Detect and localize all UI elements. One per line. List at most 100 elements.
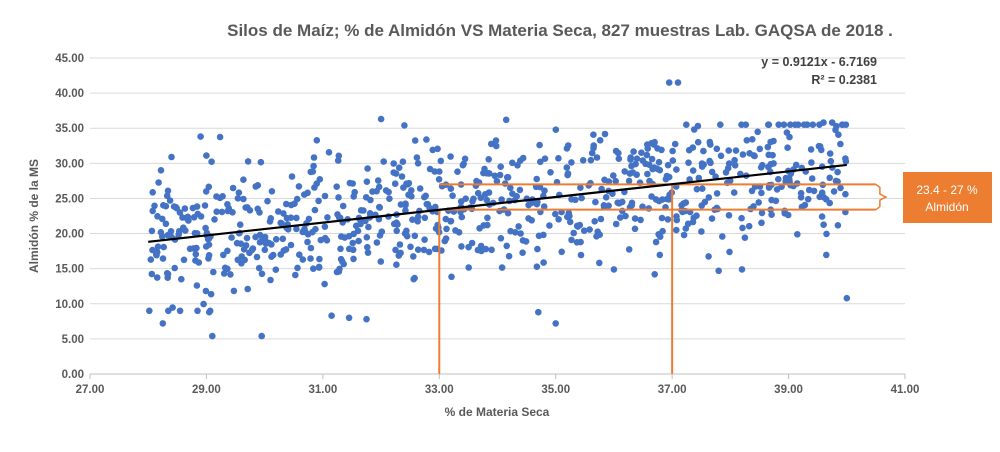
data-point [707, 159, 714, 167]
data-point [396, 241, 404, 248]
data-point [767, 138, 774, 146]
data-point [768, 211, 775, 218]
y-tick-label: 20.00 [55, 229, 84, 241]
data-point [818, 146, 825, 154]
data-point [180, 256, 188, 264]
data-point [203, 152, 210, 159]
data-point [837, 140, 844, 148]
data-point [601, 130, 609, 138]
data-point [598, 185, 605, 193]
data-point [564, 142, 572, 149]
data-point [597, 215, 605, 223]
data-point [579, 157, 587, 164]
data-point [211, 216, 218, 223]
data-point [834, 178, 841, 185]
data-point [801, 201, 809, 209]
data-point [612, 220, 620, 228]
data-point [175, 228, 183, 235]
data-point [487, 140, 495, 148]
data-point [818, 189, 826, 196]
data-point [224, 247, 231, 255]
y-tick-label: 40.00 [55, 88, 84, 100]
data-point [491, 172, 499, 180]
data-point [282, 246, 290, 253]
data-point [534, 245, 541, 253]
data-point [693, 185, 701, 193]
data-point [610, 172, 617, 179]
data-point [808, 159, 815, 166]
data-point [288, 173, 296, 180]
data-point [296, 251, 303, 258]
data-point [699, 185, 706, 192]
data-point [338, 233, 345, 240]
data-point [473, 177, 480, 185]
data-point [739, 151, 747, 158]
data-point [307, 255, 314, 262]
data-point [280, 210, 287, 217]
data-point [243, 234, 251, 242]
y-tick-label: 25.00 [55, 193, 84, 205]
data-point [176, 307, 184, 315]
data-point [321, 223, 329, 230]
data-point [809, 121, 817, 128]
data-point [164, 231, 172, 239]
data-point [563, 164, 571, 171]
data-point [674, 79, 682, 86]
trendline [148, 163, 847, 243]
data-point [695, 174, 703, 182]
data-point [459, 161, 467, 169]
x-tick-label: 39.00 [774, 384, 803, 396]
data-point [682, 225, 690, 232]
data-point [726, 248, 733, 256]
data-point [159, 255, 167, 262]
data-point [363, 234, 371, 241]
data-point [645, 205, 653, 212]
data-point [658, 146, 665, 154]
data-point [461, 155, 469, 163]
data-point [648, 140, 655, 147]
data-point [694, 138, 702, 146]
data-point [325, 149, 333, 156]
data-point [377, 115, 385, 123]
data-point [352, 222, 360, 230]
data-point [255, 264, 263, 272]
data-point [197, 213, 205, 220]
data-point [503, 242, 511, 250]
data-point [741, 234, 749, 241]
data-point [826, 174, 833, 182]
data-point [671, 140, 679, 148]
data-point [393, 261, 400, 269]
data-point [758, 209, 766, 217]
data-point [690, 126, 698, 133]
data-point [268, 253, 275, 260]
data-point [393, 227, 401, 235]
data-point [745, 222, 753, 230]
data-point [313, 137, 321, 144]
data-point [822, 196, 830, 203]
data-point [364, 165, 371, 172]
data-point [267, 276, 274, 284]
data-point [654, 165, 661, 173]
data-point [392, 170, 400, 177]
data-point [202, 287, 210, 295]
data-point [310, 154, 318, 161]
y-tick-label: 5.00 [62, 334, 84, 346]
data-point [665, 173, 673, 181]
data-point [221, 264, 229, 272]
data-point [612, 177, 619, 185]
data-point [267, 215, 275, 222]
data-point [827, 157, 835, 165]
data-point [420, 246, 428, 254]
data-point [497, 163, 505, 170]
data-point [287, 201, 295, 209]
data-point [244, 204, 251, 211]
data-point [823, 251, 830, 259]
data-point [447, 185, 455, 192]
data-point [707, 141, 714, 148]
data-point [698, 228, 705, 235]
data-point [673, 216, 681, 224]
data-point [153, 274, 161, 281]
data-point [345, 245, 353, 253]
data-point [287, 214, 295, 221]
data-point [764, 143, 772, 151]
